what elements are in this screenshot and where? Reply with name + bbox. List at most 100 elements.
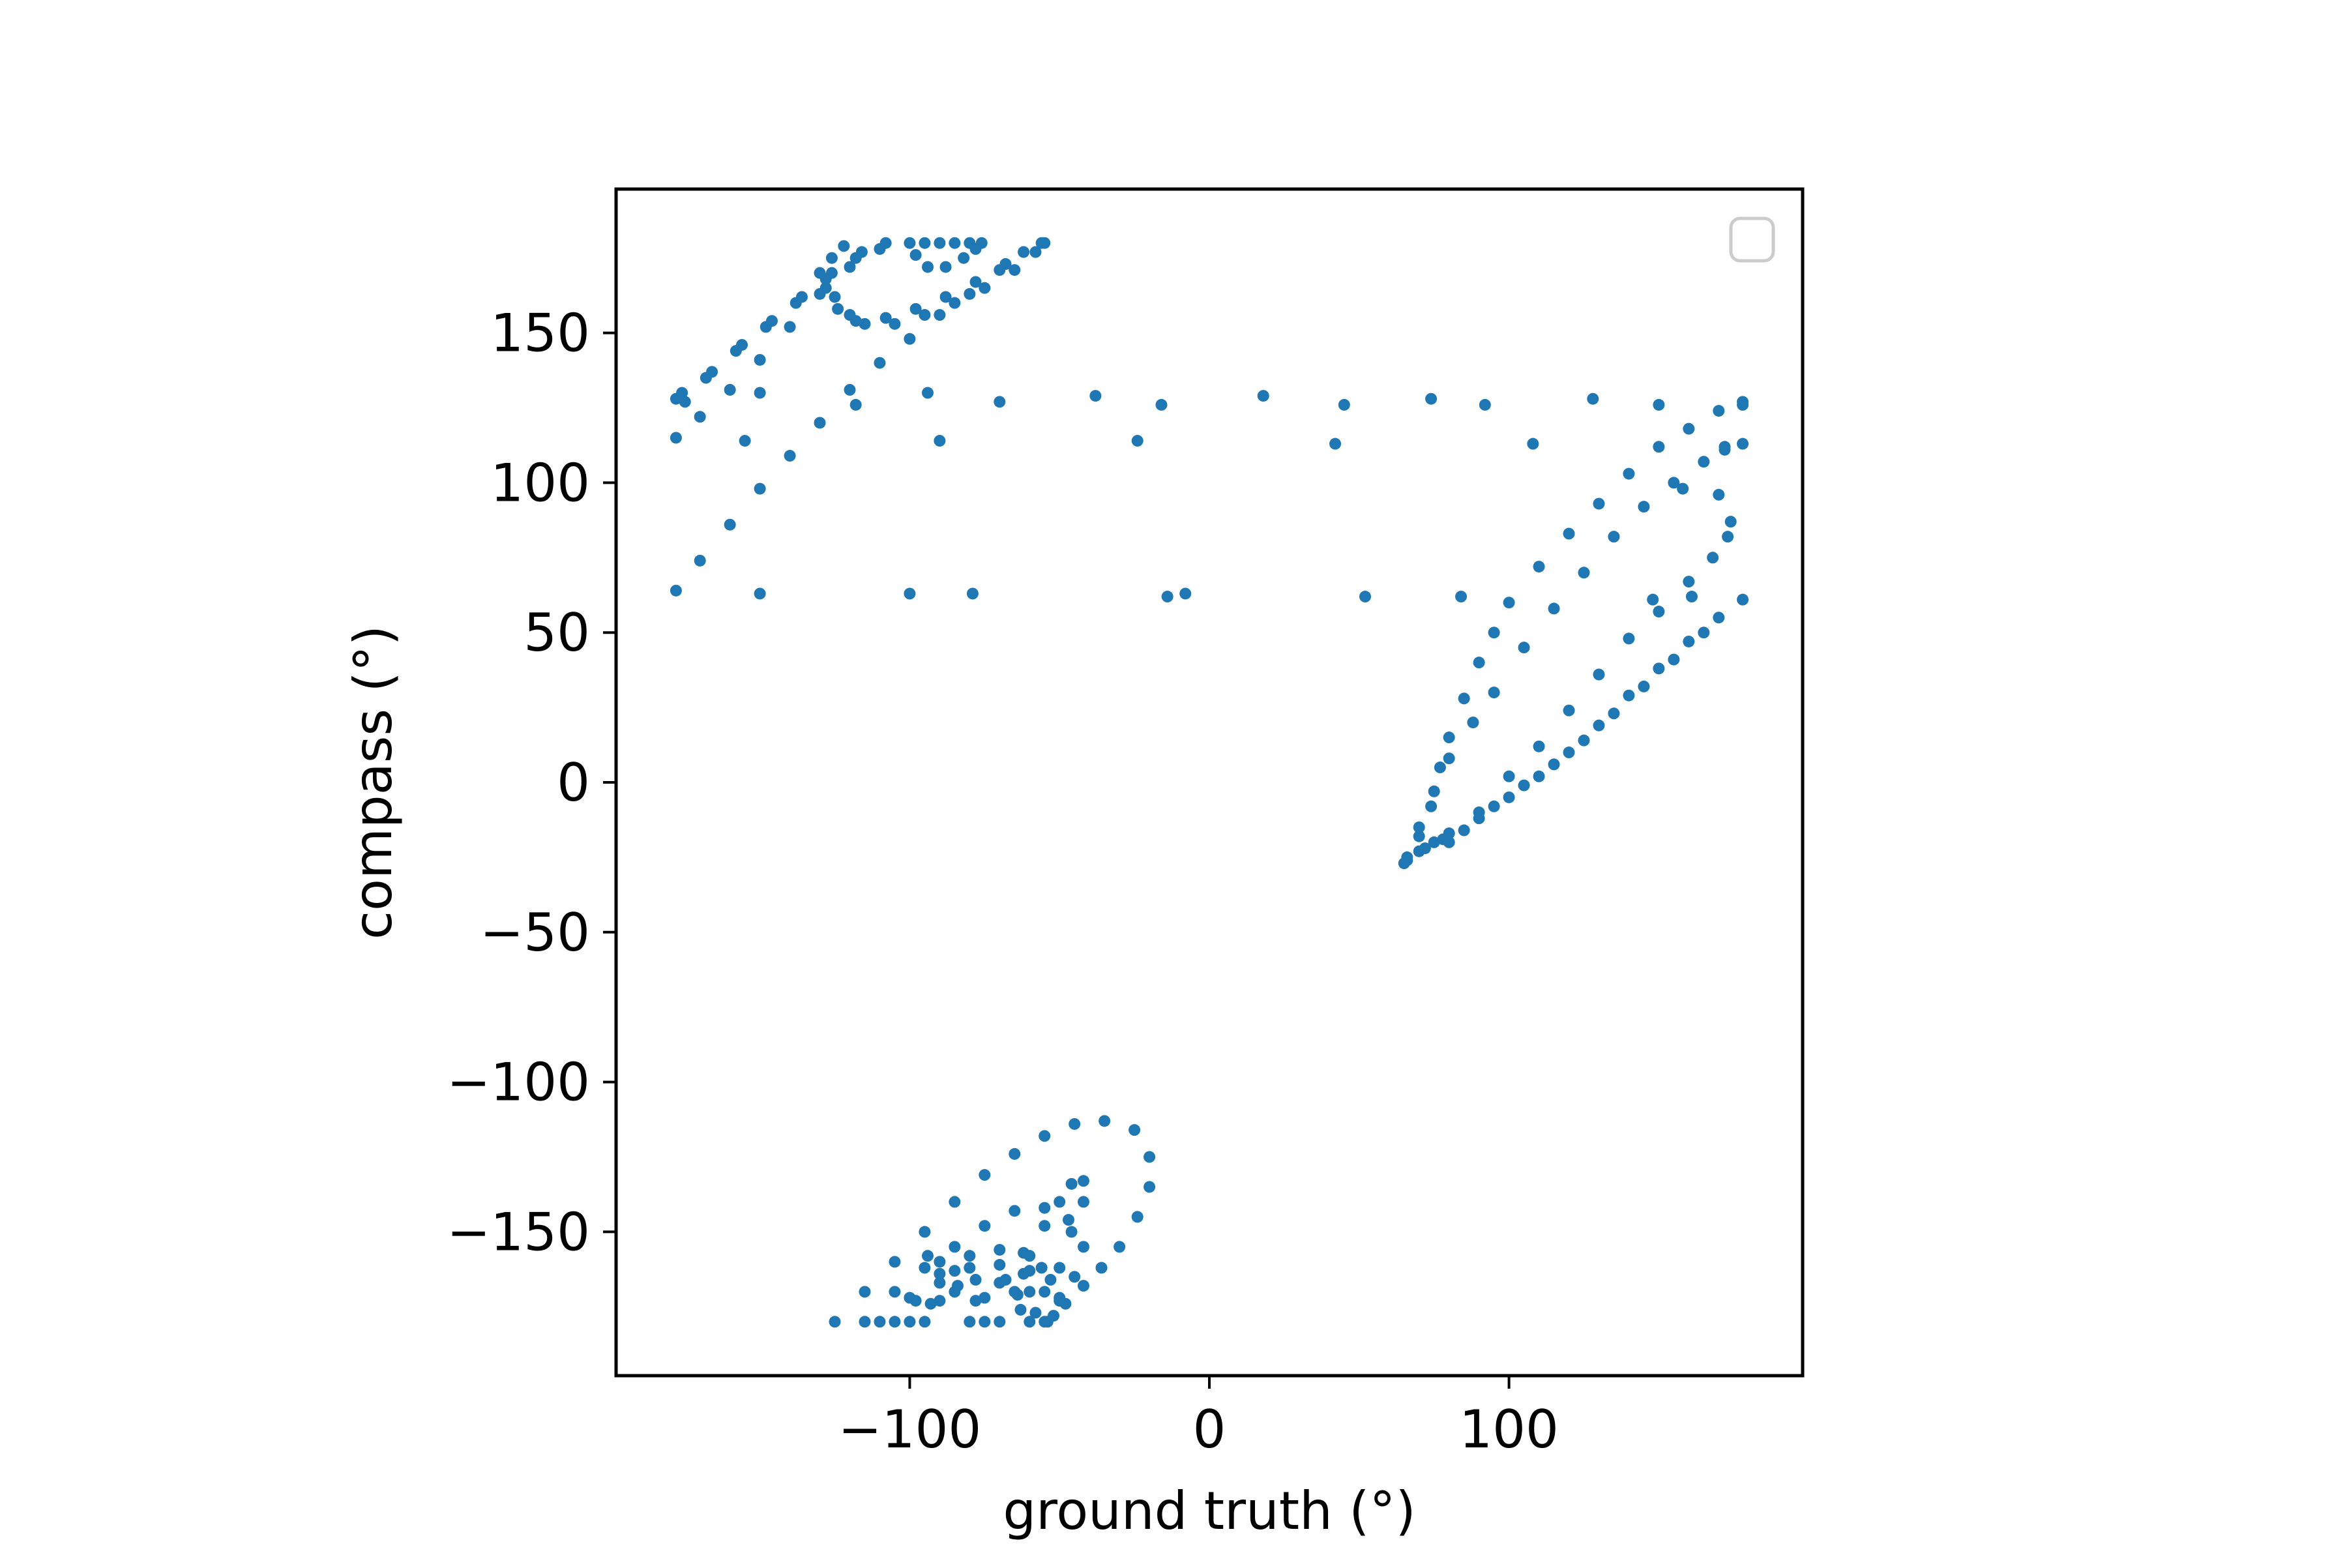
data-point bbox=[1647, 593, 1659, 606]
data-point bbox=[969, 276, 982, 288]
data-point bbox=[1737, 398, 1749, 411]
plot-background bbox=[616, 189, 1803, 1376]
data-point bbox=[934, 1277, 946, 1289]
data-point bbox=[1144, 1151, 1156, 1163]
data-point bbox=[1077, 1175, 1089, 1187]
data-point bbox=[1089, 390, 1102, 402]
data-point bbox=[919, 237, 931, 249]
data-point bbox=[964, 237, 976, 249]
data-point bbox=[1054, 1196, 1066, 1208]
data-point bbox=[1488, 627, 1500, 639]
data-point bbox=[829, 1316, 841, 1328]
data-point bbox=[859, 1286, 871, 1298]
data-point bbox=[1707, 552, 1719, 564]
data-point bbox=[1668, 477, 1680, 489]
data-point bbox=[784, 321, 796, 333]
data-point bbox=[1257, 390, 1269, 402]
data-point bbox=[1131, 1211, 1144, 1223]
data-point bbox=[1413, 821, 1425, 833]
data-point bbox=[1518, 642, 1530, 654]
data-point bbox=[1533, 770, 1545, 782]
data-point bbox=[679, 396, 691, 408]
data-point bbox=[1179, 587, 1192, 600]
data-point bbox=[949, 1241, 961, 1253]
data-point bbox=[975, 237, 988, 249]
data-point bbox=[964, 1316, 976, 1328]
data-point bbox=[1443, 836, 1455, 848]
data-point bbox=[1488, 687, 1500, 699]
data-point bbox=[1638, 501, 1650, 513]
data-point bbox=[1077, 1280, 1089, 1292]
data-point bbox=[934, 435, 946, 447]
data-point bbox=[949, 237, 961, 249]
data-point bbox=[949, 1196, 961, 1208]
data-point bbox=[832, 303, 844, 315]
data-point bbox=[994, 1243, 1006, 1256]
data-point bbox=[1458, 824, 1470, 836]
data-point bbox=[795, 291, 808, 303]
data-point bbox=[1428, 785, 1440, 797]
y-tick-label: 100 bbox=[490, 452, 590, 513]
data-point bbox=[694, 411, 706, 423]
data-point bbox=[919, 309, 931, 321]
data-point bbox=[670, 432, 682, 444]
data-point bbox=[969, 1273, 982, 1286]
data-point bbox=[844, 261, 856, 273]
plot-area bbox=[614, 187, 1805, 1378]
data-points bbox=[670, 237, 1749, 1328]
data-point bbox=[1434, 762, 1446, 774]
data-point bbox=[1338, 398, 1350, 411]
data-point bbox=[909, 303, 922, 315]
data-point bbox=[829, 291, 841, 303]
data-point bbox=[1077, 1196, 1089, 1208]
data-point bbox=[1593, 719, 1605, 732]
data-point bbox=[889, 1256, 901, 1268]
data-point bbox=[1518, 779, 1530, 791]
data-point bbox=[1698, 456, 1710, 468]
data-point bbox=[1623, 689, 1635, 702]
data-point bbox=[1359, 591, 1371, 603]
data-point bbox=[1062, 1214, 1074, 1226]
data-point bbox=[1009, 1286, 1021, 1298]
data-point bbox=[1722, 531, 1734, 543]
data-point bbox=[1039, 1286, 1051, 1298]
data-point bbox=[964, 288, 976, 300]
data-point bbox=[706, 366, 718, 378]
data-point bbox=[979, 1169, 991, 1181]
data-point bbox=[1095, 1262, 1108, 1274]
data-point bbox=[1685, 591, 1698, 603]
data-point bbox=[694, 554, 706, 567]
data-point bbox=[999, 1273, 1012, 1286]
data-point bbox=[1548, 758, 1560, 771]
data-point bbox=[1737, 593, 1749, 606]
data-point bbox=[1039, 1130, 1051, 1142]
data-point bbox=[1039, 1220, 1051, 1232]
data-point bbox=[825, 252, 838, 264]
data-point bbox=[1099, 1115, 1111, 1127]
data-point bbox=[1443, 732, 1455, 744]
data-point bbox=[754, 587, 766, 600]
data-point bbox=[994, 1258, 1006, 1271]
x-tick-label: −100 bbox=[838, 1399, 982, 1460]
data-point bbox=[1737, 437, 1749, 450]
data-point bbox=[724, 383, 736, 396]
x-axis-ticks: −100 0 100 bbox=[838, 1376, 1559, 1460]
data-point bbox=[979, 1292, 991, 1304]
data-point bbox=[736, 338, 748, 351]
data-point bbox=[1443, 752, 1455, 765]
data-point bbox=[1608, 707, 1620, 720]
data-point bbox=[765, 315, 778, 327]
legend-box bbox=[1729, 216, 1775, 263]
data-point bbox=[904, 587, 916, 600]
data-point bbox=[1503, 770, 1515, 782]
data-point bbox=[1044, 1273, 1057, 1286]
data-point bbox=[1024, 1250, 1036, 1262]
data-point bbox=[969, 1295, 982, 1307]
data-point bbox=[754, 353, 766, 366]
data-point bbox=[1069, 1271, 1081, 1283]
data-point bbox=[1593, 668, 1605, 681]
y-tick-label: 50 bbox=[524, 602, 590, 663]
data-point bbox=[784, 450, 796, 462]
y-axis-label: compass (°) bbox=[343, 625, 404, 939]
data-point bbox=[1035, 1262, 1048, 1274]
